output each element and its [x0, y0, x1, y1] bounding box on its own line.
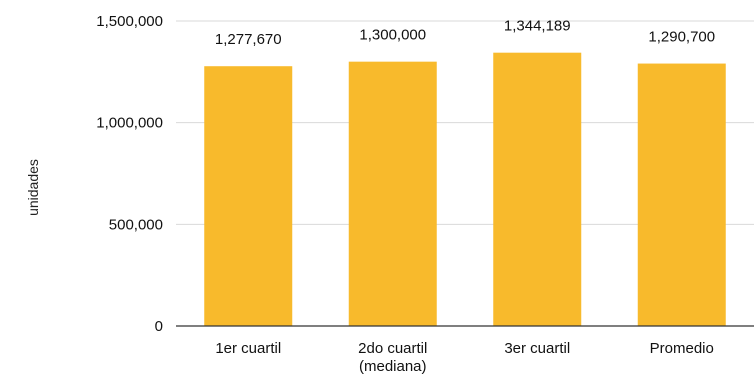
x-category-label: 1er cuartil [215, 340, 281, 357]
y-tick-label: 500,000 [109, 216, 163, 233]
y-axis-ticks: 0 500,000 1,000,000 1,500,000 [96, 13, 163, 335]
data-label: 1,290,700 [648, 29, 715, 46]
bar [637, 63, 726, 326]
data-labels: 1,277,670 1,300,000 1,344,189 1,290,700 [215, 18, 715, 49]
y-tick-label: 1,000,000 [96, 115, 163, 132]
bar [204, 66, 293, 327]
y-axis-title: unidades [25, 159, 41, 216]
data-label: 1,300,000 [359, 27, 426, 44]
y-tick-label: 1,500,000 [96, 13, 163, 30]
data-label: 1,277,670 [215, 31, 282, 48]
data-label: 1,344,189 [504, 18, 571, 35]
y-tick-label: 0 [155, 318, 163, 335]
x-category-label: 3er cuartil [504, 340, 570, 357]
x-category-label: 2do cuartil (mediana) [358, 340, 427, 375]
x-category-label: Promedio [650, 340, 714, 357]
bar [348, 61, 437, 327]
x-axis-categories: 1er cuartil 2do cuartil (mediana) 3er cuart… [215, 340, 714, 375]
bar [493, 52, 582, 326]
bars [204, 52, 726, 327]
